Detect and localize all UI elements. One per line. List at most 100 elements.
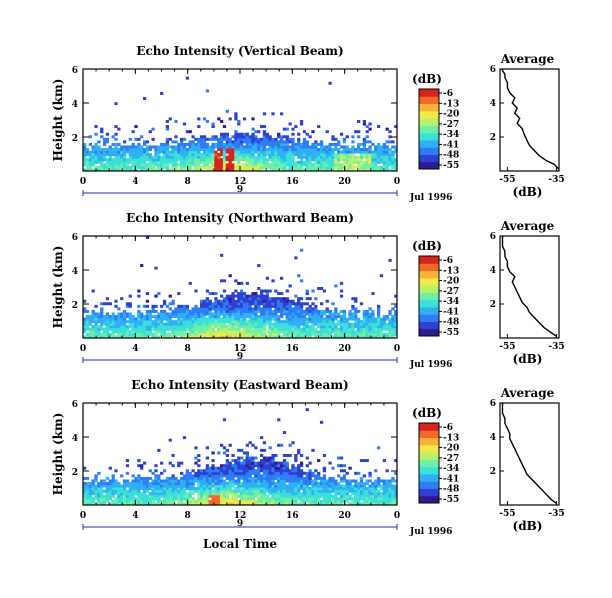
heatmap-cell <box>148 482 152 485</box>
heatmap-cell <box>154 479 158 483</box>
heatmap-cell <box>134 150 138 154</box>
heatmap-cell <box>317 320 321 324</box>
heatmap-cell <box>379 484 384 488</box>
heatmap-cell <box>262 158 267 162</box>
heatmap-cell <box>165 137 170 141</box>
heatmap-cell <box>317 487 321 491</box>
heatmap-cell <box>268 489 272 493</box>
heatmap-cell <box>128 482 132 485</box>
heatmap-cell <box>217 469 221 473</box>
heatmap-cell <box>297 466 301 470</box>
heatmap-cell <box>257 492 261 496</box>
colorbar-tick-label: -55 <box>443 328 459 338</box>
heatmap-cell <box>359 489 364 493</box>
heatmap-cell <box>165 332 170 336</box>
heatmap-cell <box>88 487 92 491</box>
heatmap-cell <box>311 307 315 311</box>
heatmap-cell <box>222 125 227 129</box>
heatmap-cell <box>240 292 244 296</box>
heatmap-cell <box>91 163 95 167</box>
heatmap-cell <box>151 492 155 496</box>
heatmap-cell <box>314 312 318 316</box>
heatmap-cell <box>265 150 269 154</box>
heatmap-cell <box>165 120 170 123</box>
heatmap-cell <box>128 158 132 162</box>
heatmap-cell <box>85 153 90 157</box>
heatmap-cell <box>271 163 275 167</box>
heatmap-cell <box>165 155 170 159</box>
heatmap-cell <box>351 140 355 144</box>
heatmap-cell <box>391 322 395 326</box>
heatmap-cell <box>297 309 301 313</box>
heatmap-cell <box>291 127 295 131</box>
heatmap-cell <box>282 454 287 457</box>
heatmap-cell <box>354 330 358 334</box>
heatmap-cell <box>145 163 150 167</box>
heatmap-cell <box>342 158 347 162</box>
heatmap-cell <box>88 499 92 503</box>
heatmap-cell <box>237 327 241 331</box>
heatmap-cell <box>125 497 130 501</box>
heatmap-cell <box>325 309 329 313</box>
heatmap-cell <box>100 482 104 485</box>
heatmap-cell <box>251 327 255 331</box>
heatmap-cell <box>339 469 344 473</box>
heatmap-cell <box>157 492 161 496</box>
heatmap-cell <box>214 469 218 473</box>
heatmap-cell <box>294 145 298 149</box>
heatmap-cell <box>282 153 287 157</box>
heatmap-cell <box>228 471 232 475</box>
heatmap-cell <box>214 315 218 318</box>
heatmap-cell <box>200 142 204 146</box>
colorbar-swatch <box>419 132 439 141</box>
heatmap-cell <box>322 479 327 483</box>
heatmap-cell <box>145 335 150 339</box>
heatmap-cell <box>228 158 232 162</box>
heatmap-cell <box>268 469 272 473</box>
heatmap-cell <box>325 332 329 336</box>
heatmap-cell <box>357 489 361 493</box>
heatmap-cell <box>282 497 287 501</box>
heatmap-cell <box>85 165 90 169</box>
heatmap-cell <box>134 148 138 151</box>
heatmap-cell <box>322 335 327 339</box>
heatmap-cell <box>200 304 204 308</box>
profile-line <box>501 403 557 504</box>
heatmap-cell <box>171 158 175 162</box>
heatmap-cell <box>365 165 369 169</box>
heatmap-cell <box>305 464 309 468</box>
heatmap-cell <box>171 499 175 503</box>
heatmap-cell <box>111 474 115 478</box>
heatmap-cell <box>202 497 207 501</box>
heatmap-cell <box>271 148 275 151</box>
heatmap-cell <box>145 327 150 331</box>
heatmap-cell <box>274 309 278 313</box>
heatmap-cell <box>182 312 187 316</box>
heatmap-cell <box>248 476 252 480</box>
heatmap-cell <box>145 309 150 313</box>
heatmap-cell <box>234 320 238 324</box>
heatmap-cell <box>388 492 392 496</box>
heatmap-cell <box>177 461 181 465</box>
heatmap-cell <box>91 148 95 151</box>
heatmap-cell <box>251 142 255 146</box>
heatmap-cell <box>140 479 144 483</box>
heatmap-cell <box>297 451 301 455</box>
heatmap-cell <box>125 168 130 172</box>
heatmap-cell <box>314 163 318 167</box>
heatmap-cell <box>385 325 389 329</box>
heatmap-cell <box>314 474 318 478</box>
colorbar-swatch <box>419 139 439 148</box>
heatmap-cell <box>151 315 155 318</box>
heatmap-cell <box>94 165 98 169</box>
heatmap-cell <box>220 327 224 331</box>
heatmap-cell <box>308 307 312 311</box>
heatmap-cell <box>339 315 344 318</box>
heatmap-cell <box>268 487 272 491</box>
heatmap-cell <box>231 168 235 172</box>
heatmap-cell <box>220 135 224 139</box>
heatmap-cell <box>151 502 155 506</box>
heatmap-cell <box>88 168 92 172</box>
heatmap-cell <box>268 499 272 503</box>
heatmap-cell <box>371 155 375 159</box>
